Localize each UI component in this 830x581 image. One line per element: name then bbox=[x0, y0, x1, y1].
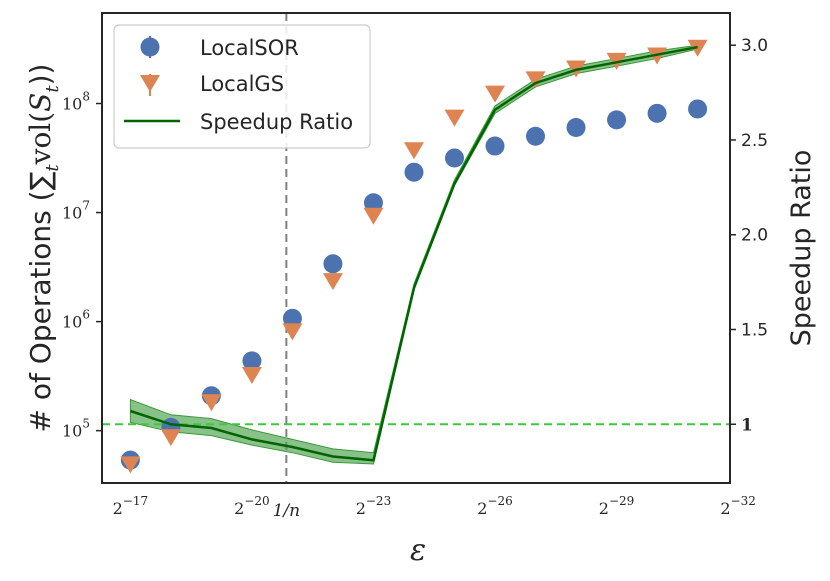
localsor-point bbox=[688, 99, 708, 119]
localgs-point bbox=[282, 323, 303, 341]
y-right-tick-label: 2.5 bbox=[741, 131, 768, 151]
y-axis-left-label: # of Operations (∑tvol(St)) bbox=[24, 64, 63, 433]
marker-layer bbox=[120, 39, 708, 474]
y-right-tick-label: 2.0 bbox=[741, 226, 768, 246]
y-axis-right-label: Speedup Ratio bbox=[786, 150, 817, 347]
x-tick-exponent: −20 bbox=[244, 494, 269, 508]
y-tick-base: 10 bbox=[62, 204, 82, 223]
y-tick-exponent: 6 bbox=[82, 308, 90, 322]
localgs-point bbox=[525, 71, 546, 89]
localgs-point bbox=[241, 366, 262, 384]
x-tick-base: 2 bbox=[720, 499, 730, 518]
y-tick-base: 10 bbox=[62, 95, 82, 114]
y-label-prefix: # of Operations (∑ bbox=[24, 171, 57, 432]
y-right-tick-label: 1 bbox=[741, 415, 753, 435]
y-label-set: S bbox=[24, 93, 57, 112]
localgs-point bbox=[403, 142, 424, 160]
x-tick-exponent: −32 bbox=[731, 494, 756, 508]
x-tick-base: 2 bbox=[356, 499, 366, 518]
x-axis-label: ε bbox=[410, 533, 426, 568]
y-label-vol: vol( bbox=[24, 112, 57, 166]
legend-localsor-label: LocalSOR bbox=[200, 36, 299, 60]
y-tick-base: 10 bbox=[62, 422, 82, 441]
y-left-tick-label: 105 bbox=[62, 417, 90, 441]
x-tick-label: 2−20 bbox=[234, 494, 270, 518]
localsor-point bbox=[485, 136, 505, 156]
localgs-point bbox=[363, 207, 384, 225]
localgs-point bbox=[322, 273, 343, 291]
x-tick-base: 2 bbox=[477, 499, 487, 518]
y-right-tick-label: 3.0 bbox=[741, 36, 768, 56]
localsor-point bbox=[607, 110, 627, 130]
y-label-set-sub: t bbox=[42, 85, 63, 93]
y-left-tick-label: 106 bbox=[62, 308, 90, 332]
legend: LocalSOR LocalGS Speedup Ratio bbox=[113, 24, 371, 149]
x-tick-base: 2 bbox=[599, 499, 609, 518]
plot-frame bbox=[101, 12, 731, 484]
x-tick-base: 2 bbox=[113, 499, 123, 518]
x-tick-one-over-n: 1/n bbox=[273, 501, 301, 521]
localsor-point bbox=[242, 351, 262, 371]
legend-item-localgs: LocalGS bbox=[140, 72, 284, 96]
localsor-point bbox=[647, 103, 667, 123]
legend-localgs-label: LocalGS bbox=[200, 72, 284, 96]
x-tick-exponent: −26 bbox=[487, 494, 512, 508]
speedup-line-layer bbox=[130, 45, 698, 462]
legend-item-localsor: LocalSOR bbox=[140, 36, 299, 60]
x-tick-label: 2−32 bbox=[720, 494, 756, 518]
legend-box bbox=[113, 24, 371, 149]
legend-speedup-label: Speedup Ratio bbox=[200, 110, 353, 134]
x-tick-label: 2−23 bbox=[356, 494, 392, 518]
localgs-point bbox=[201, 394, 222, 412]
y-right-tick-label: 1.5 bbox=[741, 320, 768, 340]
localsor-point bbox=[444, 148, 464, 168]
localsor-point bbox=[363, 193, 383, 213]
localsor-point bbox=[566, 118, 586, 138]
x-tick-exponent: −29 bbox=[609, 494, 634, 508]
legend-item-speedup: Speedup Ratio bbox=[124, 110, 353, 134]
y-tick-base: 10 bbox=[62, 313, 82, 332]
legend-localgs-marker bbox=[140, 75, 160, 92]
speedup-line bbox=[130, 45, 698, 462]
y-tick-exponent: 7 bbox=[82, 199, 90, 213]
localsor-point bbox=[404, 162, 424, 182]
y-axis-right-ticks: 1 1.5 2.0 2.5 3.0 bbox=[730, 36, 768, 435]
y-left-tick-label: 108 bbox=[62, 90, 90, 114]
localgs-point bbox=[485, 85, 506, 103]
localsor-point bbox=[323, 254, 343, 274]
x-tick-label: 2−17 bbox=[113, 494, 149, 518]
localgs-point bbox=[120, 456, 141, 474]
localgs-point bbox=[444, 109, 465, 127]
localsor-point bbox=[282, 308, 302, 328]
x-tick-exponent: −23 bbox=[366, 494, 391, 508]
x-tick-label: 2−29 bbox=[599, 494, 635, 518]
localsor-point bbox=[526, 126, 546, 146]
x-tick-base: 2 bbox=[234, 499, 244, 518]
y-left-tick-label: 107 bbox=[62, 199, 90, 223]
y-label-sub: t bbox=[42, 164, 63, 172]
y-tick-exponent: 5 bbox=[82, 417, 90, 431]
x-axis-ticks: 2−17 2−20 2−23 2−26 2−29 2−321/n bbox=[113, 494, 756, 521]
x-tick-label: 2−26 bbox=[477, 494, 513, 518]
legend-localsor-marker bbox=[140, 37, 160, 57]
y-label-close: )) bbox=[24, 64, 57, 86]
localgs-point bbox=[160, 429, 181, 447]
x-tick-exponent: −17 bbox=[123, 494, 148, 508]
y-tick-exponent: 8 bbox=[82, 90, 90, 104]
